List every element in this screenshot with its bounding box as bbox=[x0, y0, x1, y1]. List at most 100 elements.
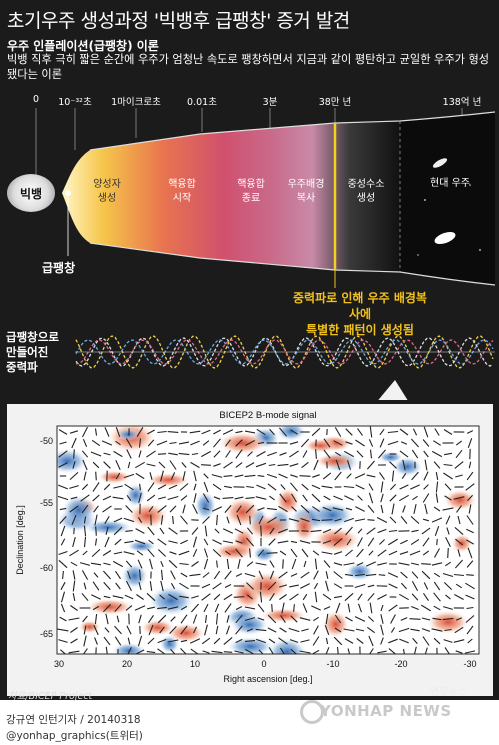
polarization-vector bbox=[366, 474, 376, 478]
polarization-vector bbox=[147, 526, 155, 536]
polarization-vector bbox=[93, 505, 99, 513]
polarization-vector bbox=[123, 551, 135, 555]
polarization-vector bbox=[343, 628, 355, 632]
polarization-vector bbox=[135, 649, 145, 654]
polarization-vector bbox=[112, 595, 124, 599]
polarization-vector bbox=[379, 472, 385, 480]
polarization-vector bbox=[411, 593, 419, 601]
polarization-vector bbox=[423, 471, 429, 481]
polarization-vector bbox=[233, 596, 245, 598]
polarization-vector bbox=[387, 430, 399, 434]
polarization-vector bbox=[409, 550, 421, 556]
polarization-vector bbox=[235, 430, 243, 434]
polarization-vector bbox=[235, 614, 243, 624]
polarization-vector bbox=[315, 449, 317, 459]
polarization-vector bbox=[168, 452, 178, 456]
polarization-vector bbox=[421, 628, 431, 632]
polarization-vector bbox=[354, 616, 366, 622]
polarization-vector bbox=[92, 605, 100, 611]
polarization-vector bbox=[72, 461, 76, 469]
polarization-vector bbox=[246, 485, 254, 489]
polarization-vector bbox=[258, 649, 264, 654]
polarization-vector bbox=[178, 550, 190, 556]
polarization-vector bbox=[94, 538, 98, 546]
polarization-vector bbox=[95, 526, 97, 536]
polarization-vector bbox=[389, 483, 397, 491]
polarization-vector bbox=[103, 461, 111, 469]
polarization-vector bbox=[225, 439, 231, 447]
polarization-vector bbox=[299, 540, 311, 544]
polarization-vector bbox=[424, 503, 428, 515]
polarization-vector bbox=[467, 438, 473, 448]
polarization-vector bbox=[212, 483, 222, 491]
polarization-vector bbox=[256, 638, 266, 644]
polarization-vector bbox=[157, 614, 167, 624]
polarization-vector bbox=[192, 503, 198, 515]
map-blob bbox=[314, 453, 356, 469]
source-credit: 자료/BICEP Project bbox=[8, 691, 93, 702]
polarization-vector bbox=[113, 526, 123, 536]
polarization-vector bbox=[116, 615, 120, 623]
polarization-vector bbox=[157, 430, 167, 434]
polarization-vector bbox=[400, 617, 408, 621]
map-title: BICEP2 B-mode signal bbox=[219, 410, 316, 421]
polarization-vector bbox=[400, 441, 408, 445]
polarization-vector bbox=[333, 583, 343, 589]
polarization-vector bbox=[167, 495, 179, 501]
polarization-vector bbox=[290, 540, 298, 544]
polarization-vector bbox=[157, 549, 167, 557]
polarization-vector bbox=[465, 615, 475, 623]
polarization-vector bbox=[334, 627, 342, 633]
map-blob bbox=[120, 562, 149, 590]
polarization-vector bbox=[202, 572, 210, 578]
polarization-vector bbox=[443, 639, 453, 643]
polarization-vector bbox=[72, 580, 76, 592]
polarization-vector bbox=[115, 472, 121, 480]
polarization-vector bbox=[170, 616, 176, 622]
polarization-vector bbox=[345, 526, 353, 536]
polarization-vector bbox=[347, 603, 351, 613]
polarization-vector bbox=[387, 440, 399, 446]
polarization-vector bbox=[193, 470, 197, 482]
polarization-vector bbox=[245, 440, 255, 446]
polarization-vector bbox=[180, 572, 188, 578]
polarization-vector bbox=[226, 558, 230, 570]
polarization-vector bbox=[281, 602, 285, 614]
stage-modern-universe: 현대 우주 bbox=[430, 178, 470, 189]
polarization-vector bbox=[58, 550, 68, 556]
yonhap-logo: 연합뉴스 bbox=[430, 687, 467, 698]
polarization-vector bbox=[280, 615, 286, 623]
map-blob bbox=[126, 540, 157, 553]
polarization-vector bbox=[267, 627, 277, 633]
polarization-vector bbox=[435, 481, 439, 493]
polarization-vector bbox=[322, 540, 332, 544]
polarization-vector bbox=[445, 594, 451, 600]
polarization-vector bbox=[278, 473, 288, 479]
polarization-vector bbox=[401, 472, 407, 480]
polarization-vector bbox=[257, 617, 265, 621]
polarization-vector bbox=[104, 516, 110, 524]
polarization-vector bbox=[82, 648, 88, 654]
polarization-vector bbox=[354, 583, 366, 589]
polarization-vector bbox=[435, 472, 439, 480]
polarization-vector bbox=[313, 459, 319, 471]
map-blob bbox=[443, 489, 478, 512]
polarization-vector bbox=[279, 627, 287, 633]
polarization-vector bbox=[380, 481, 384, 493]
polarization-vector bbox=[311, 493, 321, 503]
polarization-vector bbox=[267, 614, 277, 624]
polarization-vector bbox=[466, 606, 474, 610]
polarization-vector bbox=[69, 471, 79, 481]
polarization-vector bbox=[368, 492, 374, 504]
polarization-vector bbox=[125, 560, 133, 568]
polarization-vector bbox=[433, 572, 441, 578]
polarization-vector bbox=[322, 472, 332, 480]
polarization-vector bbox=[269, 495, 275, 501]
polarization-vector bbox=[378, 574, 386, 576]
x-axis-label: Right ascension [deg.] bbox=[223, 674, 312, 684]
polarization-vector bbox=[234, 528, 244, 534]
polarization-vector bbox=[260, 525, 262, 537]
polarization-vector bbox=[191, 452, 199, 456]
polarization-vector bbox=[325, 647, 330, 654]
polarization-vector bbox=[95, 471, 97, 481]
